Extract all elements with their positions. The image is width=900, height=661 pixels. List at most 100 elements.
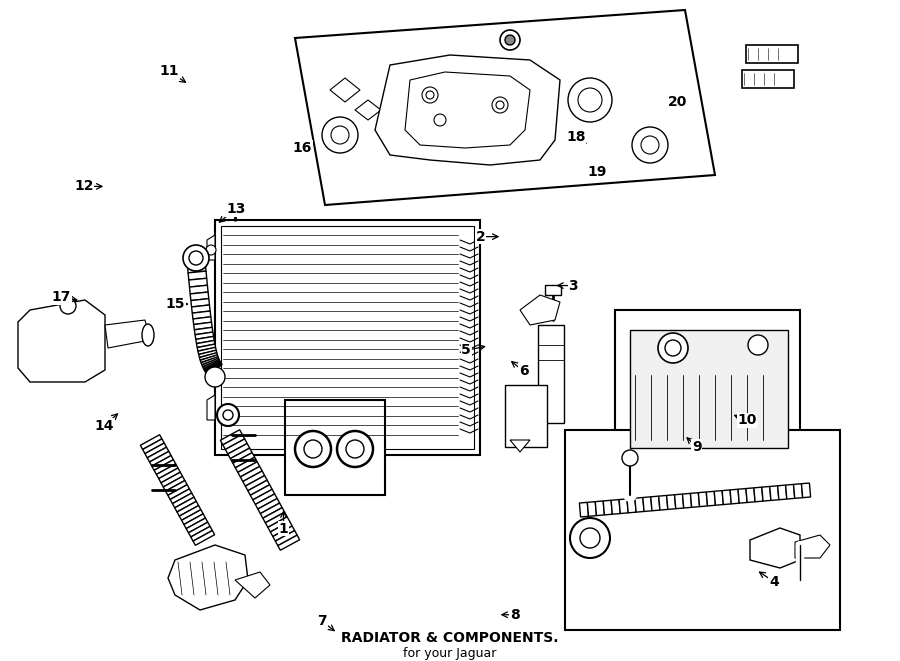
Text: 13: 13: [226, 202, 246, 216]
Bar: [746, 45, 798, 63]
Polygon shape: [207, 235, 215, 260]
Polygon shape: [520, 295, 560, 325]
Polygon shape: [193, 311, 211, 319]
Polygon shape: [580, 502, 589, 517]
Polygon shape: [149, 451, 171, 466]
Text: 16: 16: [292, 141, 312, 155]
Circle shape: [505, 35, 515, 45]
Polygon shape: [722, 490, 732, 504]
Circle shape: [622, 450, 638, 466]
Circle shape: [632, 127, 668, 163]
Polygon shape: [595, 501, 605, 516]
Polygon shape: [786, 485, 795, 499]
Polygon shape: [143, 439, 164, 453]
Polygon shape: [659, 496, 668, 510]
Circle shape: [658, 333, 688, 363]
Polygon shape: [221, 226, 474, 449]
Circle shape: [331, 126, 349, 144]
Polygon shape: [192, 305, 210, 313]
Polygon shape: [166, 481, 187, 495]
Circle shape: [223, 410, 233, 420]
Text: 6: 6: [519, 364, 528, 379]
Polygon shape: [198, 347, 216, 354]
Polygon shape: [240, 467, 262, 481]
Bar: [565, 430, 840, 630]
Polygon shape: [611, 500, 620, 514]
Text: 4: 4: [770, 574, 778, 589]
Polygon shape: [235, 572, 270, 598]
Polygon shape: [195, 332, 213, 339]
Circle shape: [665, 340, 681, 356]
Circle shape: [322, 117, 358, 153]
Polygon shape: [187, 264, 206, 273]
Polygon shape: [510, 440, 530, 452]
Bar: [538, 325, 564, 423]
Polygon shape: [203, 360, 220, 370]
Polygon shape: [204, 362, 220, 372]
Bar: [505, 385, 547, 447]
Polygon shape: [193, 317, 212, 325]
Circle shape: [295, 431, 331, 467]
Polygon shape: [206, 363, 221, 375]
Text: 19: 19: [587, 165, 607, 179]
Polygon shape: [170, 489, 192, 504]
Polygon shape: [179, 506, 201, 520]
Polygon shape: [603, 500, 612, 515]
Text: 17: 17: [51, 290, 71, 305]
Circle shape: [434, 114, 446, 126]
Polygon shape: [173, 493, 194, 508]
Polygon shape: [230, 448, 252, 463]
Circle shape: [748, 335, 768, 355]
Text: 5: 5: [462, 343, 471, 358]
Polygon shape: [778, 485, 787, 500]
Polygon shape: [202, 360, 220, 369]
Polygon shape: [201, 357, 219, 365]
Polygon shape: [715, 490, 724, 505]
Text: RADIATOR & COMPONENTS.: RADIATOR & COMPONENTS.: [341, 631, 559, 645]
Polygon shape: [246, 475, 267, 490]
Bar: [630, 330, 788, 448]
Circle shape: [337, 431, 373, 467]
Polygon shape: [145, 443, 166, 458]
Polygon shape: [273, 526, 294, 541]
Polygon shape: [770, 486, 778, 500]
Text: 12: 12: [74, 179, 94, 194]
Polygon shape: [152, 455, 174, 470]
Polygon shape: [667, 494, 676, 510]
Polygon shape: [228, 444, 249, 459]
Circle shape: [578, 88, 602, 112]
Text: 9: 9: [692, 440, 701, 454]
Polygon shape: [257, 498, 280, 514]
Polygon shape: [190, 286, 208, 294]
Polygon shape: [194, 327, 213, 334]
Circle shape: [568, 78, 612, 122]
Polygon shape: [202, 358, 220, 367]
Circle shape: [183, 245, 209, 271]
Polygon shape: [256, 494, 277, 509]
Polygon shape: [196, 340, 215, 348]
Polygon shape: [260, 503, 283, 518]
Text: 11: 11: [159, 64, 179, 79]
Polygon shape: [235, 457, 257, 473]
Polygon shape: [207, 364, 222, 375]
Polygon shape: [750, 528, 800, 568]
Polygon shape: [275, 531, 297, 546]
Polygon shape: [588, 502, 597, 516]
Polygon shape: [706, 491, 716, 506]
Polygon shape: [18, 300, 105, 382]
Polygon shape: [270, 522, 292, 537]
Polygon shape: [182, 510, 203, 524]
Polygon shape: [188, 271, 207, 280]
Polygon shape: [746, 488, 755, 502]
Text: 2: 2: [476, 229, 485, 244]
Bar: [285, 400, 385, 495]
Polygon shape: [205, 362, 221, 373]
Polygon shape: [263, 508, 284, 523]
Polygon shape: [754, 487, 763, 502]
Polygon shape: [220, 430, 242, 445]
Polygon shape: [330, 78, 360, 102]
Polygon shape: [191, 299, 210, 307]
Circle shape: [346, 440, 364, 458]
Polygon shape: [238, 462, 260, 477]
Circle shape: [422, 87, 438, 103]
